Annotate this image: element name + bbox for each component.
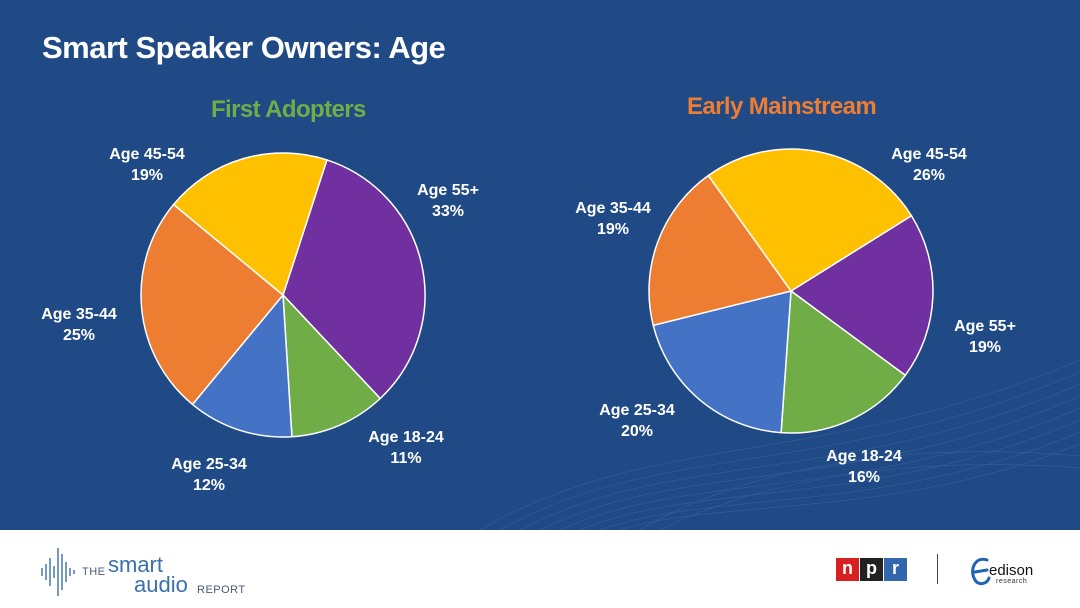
pie2-slice-age-35-44	[648, 174, 793, 327]
chart-title-early-mainstream: Early Mainstream	[687, 93, 877, 120]
pie2-slice-age-25-34	[652, 290, 792, 434]
edison-sub: research	[996, 578, 1028, 585]
pie2-label-age-45-54-name: Age 45-54	[891, 146, 967, 163]
pie1-slice-age-35-44	[140, 203, 285, 406]
report-smart-text: smart	[108, 552, 163, 577]
pie2-label-age-45-54: Age 45-54 26%	[864, 144, 994, 186]
pie1-label-age-45-54-name: Age 45-54	[109, 146, 185, 163]
smart-audio-report-logo: THE smart audio REPORT	[40, 544, 250, 600]
pie2-label-age-18-24-value: 16%	[847, 469, 881, 486]
pie1-label-age-35-44-value: 25%	[62, 327, 96, 344]
footer: THE smart audio REPORT n p r edison rese…	[0, 530, 1080, 608]
pie2-slice-age-18-24	[780, 289, 907, 434]
npr-letter-r: r	[884, 558, 907, 581]
pie1-slice-age-18-24	[282, 292, 382, 438]
footer-divider	[937, 554, 938, 584]
edison-swirl-icon	[971, 557, 991, 586]
pie2-slice-age-45-54	[707, 148, 913, 293]
pie1-label-age-35-44-name: Age 35-44	[41, 306, 117, 323]
npr-logo: n p r	[836, 558, 908, 581]
pie2-label-age-18-24-name: Age 18-24	[826, 448, 902, 465]
pie1-label-age-25-34: Age 25-34 12%	[144, 454, 274, 496]
pie1-slice-age-45-54	[172, 152, 328, 297]
page-title: Smart Speaker Owners: Age	[42, 30, 446, 65]
report-audio-text: audio	[134, 572, 188, 597]
edison-research-logo: edison research	[969, 552, 1049, 592]
pie2-label-age-55-value: 19%	[968, 339, 1002, 356]
pie1-label-age-35-44: Age 35-44 25%	[14, 304, 144, 346]
pie2-label-age-25-34-value: 20%	[620, 423, 654, 440]
pie1-label-age-55: Age 55+ 33%	[383, 180, 513, 222]
pie2-label-age-35-44: Age 35-44 19%	[548, 198, 678, 240]
pie2-label-age-35-44-name: Age 35-44	[575, 200, 651, 217]
pie1-label-age-18-24-value: 11%	[390, 450, 422, 467]
pie1-slice-age-55	[282, 159, 426, 400]
pie1-label-age-18-24: Age 18-24 11%	[341, 427, 471, 469]
pie2-label-age-25-34-name: Age 25-34	[599, 402, 675, 419]
pie2-label-age-18-24: Age 18-24 16%	[799, 446, 929, 488]
pie2-label-age-55-name: Age 55+	[954, 318, 1016, 335]
chart-title-first-adopters: First Adopters	[211, 96, 366, 123]
report-report-text: REPORT	[197, 584, 246, 596]
pie2-slice-age-55	[789, 214, 934, 377]
pie1-label-age-55-value: 33%	[431, 203, 465, 220]
pie2-label-age-35-44-value: 19%	[596, 221, 630, 238]
pie2-label-age-45-54-value: 26%	[912, 167, 946, 184]
pie-charts	[140, 148, 934, 438]
decorative-waves	[479, 359, 1080, 530]
pie1-label-age-25-34-name: Age 25-34	[171, 456, 247, 473]
edison-word: edison	[989, 562, 1034, 579]
pie1-label-age-45-54-value: 19%	[130, 167, 164, 184]
report-the-text: THE	[82, 566, 106, 578]
sound-wave-icon	[41, 548, 75, 596]
npr-letter-n: n	[836, 558, 859, 581]
pie2-label-age-55: Age 55+ 19%	[920, 316, 1050, 358]
npr-letter-p: p	[860, 558, 883, 581]
pie1-label-age-45-54: Age 45-54 19%	[82, 144, 212, 186]
pie1-label-age-55-name: Age 55+	[417, 182, 479, 199]
pie1-label-age-18-24-name: Age 18-24	[368, 429, 444, 446]
pie1-label-age-25-34-value: 12%	[192, 477, 226, 494]
pie2-label-age-25-34: Age 25-34 20%	[572, 400, 702, 442]
pie1-slice-age-25-34	[191, 293, 293, 438]
slide-background: Smart Speaker Owners: Age First Adopters…	[0, 0, 1080, 530]
